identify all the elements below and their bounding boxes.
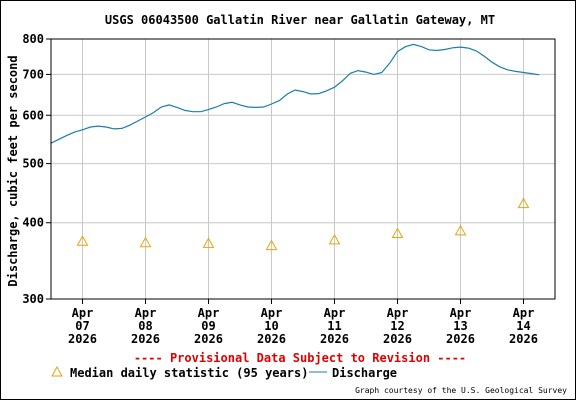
x-tick-label: 07 bbox=[75, 319, 89, 333]
x-tick-label: 12 bbox=[390, 319, 404, 333]
median-point bbox=[391, 227, 404, 239]
y-tick-label: 400 bbox=[22, 216, 44, 230]
x-tick-label: 2026 bbox=[257, 332, 286, 346]
provisional-notice: ---- Provisional Data Subject to Revisio… bbox=[134, 351, 466, 365]
x-tick-label: 13 bbox=[453, 319, 467, 333]
legend: Median daily statistic (95 years) Discha… bbox=[51, 365, 397, 380]
x-tick-label: 2026 bbox=[68, 332, 97, 346]
x-tick-label: Apr bbox=[450, 306, 472, 320]
x-tick-label: Apr bbox=[135, 306, 157, 320]
y-tick-label: 300 bbox=[22, 292, 44, 306]
x-tick-label: 14 bbox=[516, 319, 530, 333]
median-point bbox=[328, 233, 341, 245]
x-tick-label: Apr bbox=[198, 306, 220, 320]
x-tick-label: 08 bbox=[138, 319, 152, 333]
legend-median-label: Median daily statistic (95 years) bbox=[70, 366, 308, 380]
y-tick-label: 700 bbox=[22, 67, 44, 81]
median-point bbox=[265, 239, 278, 251]
median-point bbox=[454, 224, 467, 236]
discharge-series bbox=[50, 43, 540, 144]
median-point bbox=[202, 237, 215, 248]
legend-discharge-label: Discharge bbox=[332, 366, 397, 380]
x-axis-ticks: Apr072026Apr082026Apr092026Apr102026Apr1… bbox=[68, 299, 538, 346]
x-tick-label: Apr bbox=[72, 306, 94, 320]
median-series bbox=[76, 197, 530, 251]
x-tick-label: Apr bbox=[324, 306, 346, 320]
legend-median-marker bbox=[51, 365, 63, 377]
x-tick-label: 2026 bbox=[320, 332, 349, 346]
y-axis-ticks: 300 400 500 600 700 800 bbox=[22, 32, 51, 306]
y-tick-label: 600 bbox=[22, 108, 44, 122]
median-point bbox=[76, 235, 89, 246]
grid-lines bbox=[51, 38, 555, 300]
x-tick-label: 2026 bbox=[383, 332, 412, 346]
x-tick-label: 10 bbox=[264, 319, 278, 333]
x-tick-label: Apr bbox=[261, 306, 283, 320]
median-point bbox=[517, 197, 530, 209]
x-tick-label: Apr bbox=[387, 306, 409, 320]
usgs-credit: Graph courtesy of the U.S. Geological Su… bbox=[355, 386, 567, 395]
discharge-line bbox=[50, 43, 540, 144]
median-point bbox=[139, 236, 152, 248]
chart-title: USGS 06043500 Gallatin River near Gallat… bbox=[105, 13, 495, 27]
x-tick-label: 2026 bbox=[194, 332, 223, 346]
y-tick-label: 800 bbox=[22, 32, 44, 46]
x-tick-label: 09 bbox=[201, 319, 215, 333]
x-tick-label: Apr bbox=[513, 306, 535, 320]
x-tick-label: 2026 bbox=[446, 332, 475, 346]
x-tick-label: 11 bbox=[327, 319, 341, 333]
y-axis-label: Discharge, cubic feet per second bbox=[6, 55, 20, 286]
y-tick-label: 500 bbox=[22, 157, 44, 171]
plot-border bbox=[50, 38, 556, 300]
x-tick-label: 2026 bbox=[131, 332, 160, 346]
x-tick-label: 2026 bbox=[509, 332, 538, 346]
